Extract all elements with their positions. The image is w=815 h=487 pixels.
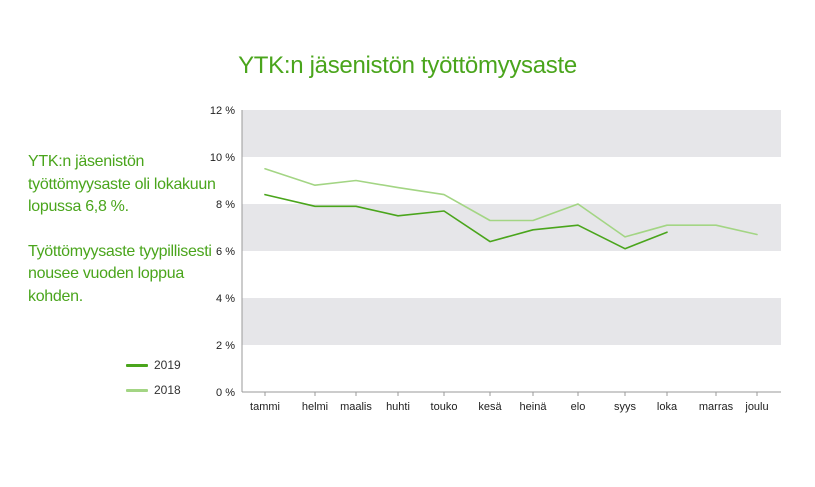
x-tick-label: tammi bbox=[250, 401, 280, 413]
x-tick-label: touko bbox=[431, 401, 458, 413]
description-paragraph-2: Työttömyysaste tyypillisesti nousee vuod… bbox=[28, 242, 212, 305]
series-line-2018 bbox=[264, 168, 758, 238]
x-tick-label: loka bbox=[657, 401, 678, 413]
y-tick-label: 6 % bbox=[216, 246, 235, 258]
grid-band-1 bbox=[242, 204, 781, 251]
x-tick-label: marras bbox=[699, 401, 734, 413]
legend-item-2018: 2018 bbox=[126, 379, 181, 401]
y-tick-label: 4 % bbox=[216, 293, 235, 305]
x-tick-label: kesä bbox=[478, 401, 502, 413]
legend-swatch-2018 bbox=[126, 388, 148, 392]
description-text: YTK:n jäsenistön työttömyysaste oli loka… bbox=[28, 151, 218, 330]
x-tick-label: maalis bbox=[340, 401, 372, 413]
y-tick-label: 12 % bbox=[210, 105, 235, 117]
chart-title: YTK:n jäsenistön työttömyysaste bbox=[238, 52, 577, 79]
x-tick-label: syys bbox=[614, 401, 637, 413]
description-paragraph-1: YTK:n jäsenistön työttömyysaste oli loka… bbox=[28, 153, 216, 215]
y-tick-label: 0 % bbox=[216, 387, 235, 399]
legend-swatch-2019 bbox=[126, 363, 148, 367]
legend-label-2018: 2018 bbox=[154, 383, 181, 397]
legend-label-2019: 2019 bbox=[154, 358, 181, 372]
legend-item-2019: 2019 bbox=[126, 354, 181, 376]
y-tick-label: 8 % bbox=[216, 199, 235, 211]
x-tick-label: helmi bbox=[302, 401, 328, 413]
x-tick-label: elo bbox=[571, 401, 586, 413]
x-tick-label: joulu bbox=[744, 401, 768, 413]
x-tick-label: huhti bbox=[386, 401, 410, 413]
y-tick-label: 2 % bbox=[216, 340, 235, 352]
x-tick-label: heinä bbox=[520, 401, 548, 413]
legend: 2019 2018 bbox=[126, 354, 181, 404]
grid-band-0 bbox=[242, 110, 781, 157]
series-line-2019 bbox=[264, 193, 668, 250]
y-tick-label: 10 % bbox=[210, 152, 235, 164]
grid-band-2 bbox=[242, 298, 781, 345]
